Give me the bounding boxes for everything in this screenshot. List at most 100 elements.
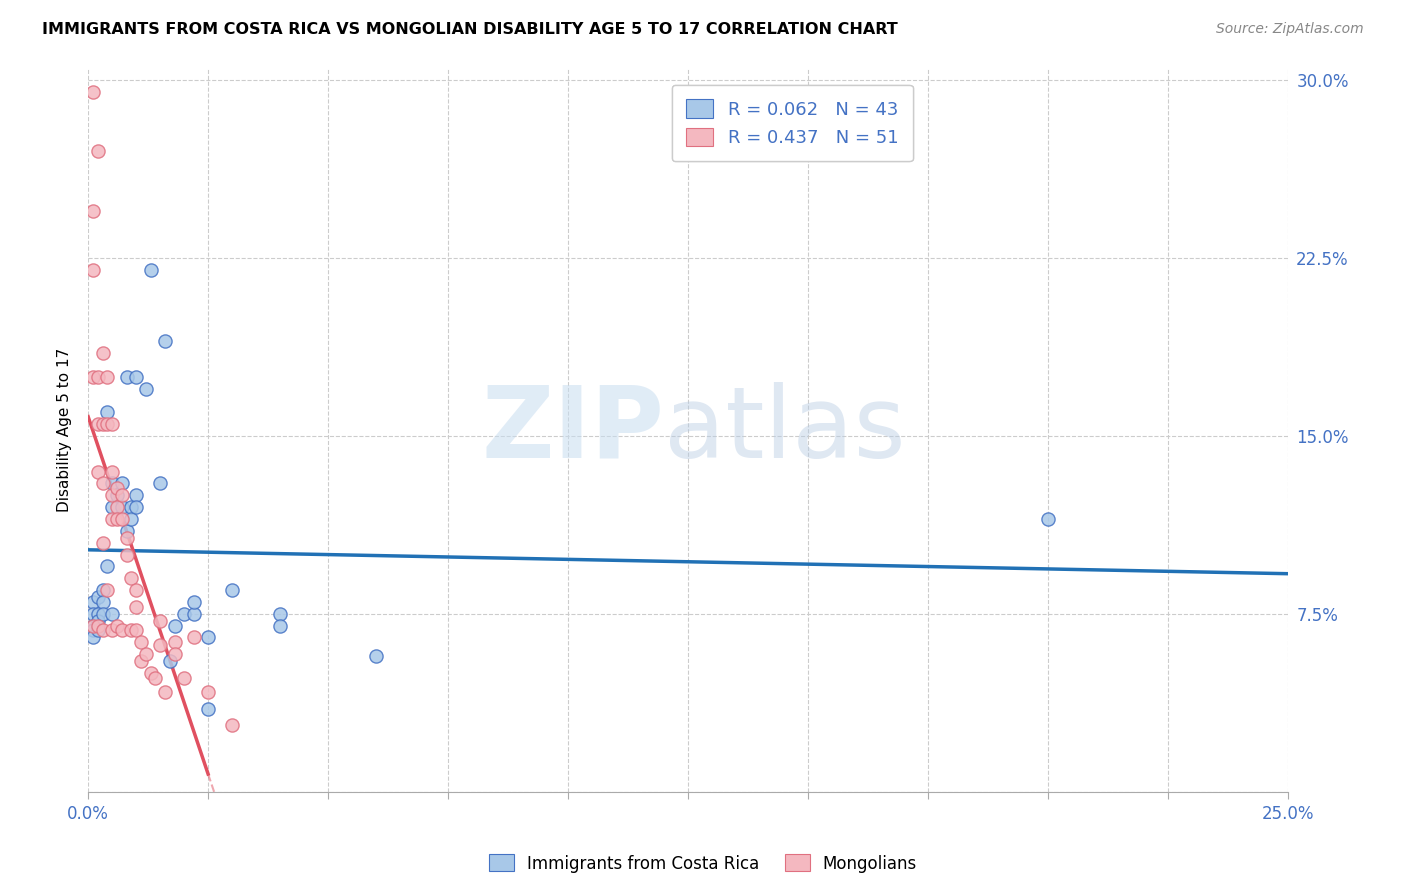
Point	[87, 624, 110, 638]
Point	[111, 488, 134, 502]
Point	[115, 548, 138, 562]
Point	[129, 654, 152, 668]
Point	[111, 500, 134, 515]
Point	[82, 624, 104, 638]
Point	[125, 369, 148, 384]
Point	[139, 263, 162, 277]
Point	[96, 405, 118, 419]
Point	[269, 607, 291, 621]
Point	[82, 595, 104, 609]
Point	[96, 417, 118, 431]
Point	[87, 145, 110, 159]
Text: Source: ZipAtlas.com: Source: ZipAtlas.com	[1216, 22, 1364, 37]
Point	[101, 417, 124, 431]
Point	[120, 571, 142, 585]
Point	[115, 369, 138, 384]
Point	[364, 649, 387, 664]
Point	[111, 624, 134, 638]
Text: ZIP: ZIP	[481, 382, 664, 478]
Point	[149, 476, 172, 491]
Point	[269, 618, 291, 632]
Point	[153, 685, 176, 699]
Point	[163, 618, 186, 632]
Point	[82, 85, 104, 99]
Point	[173, 607, 195, 621]
Point	[105, 488, 128, 502]
Point	[105, 481, 128, 495]
Point	[96, 559, 118, 574]
Point	[91, 624, 114, 638]
Point	[91, 346, 114, 360]
Point	[125, 488, 148, 502]
Point	[91, 595, 114, 609]
Point	[221, 583, 243, 598]
Point	[105, 512, 128, 526]
Point	[82, 618, 104, 632]
Y-axis label: Disability Age 5 to 17: Disability Age 5 to 17	[58, 348, 72, 512]
Point	[82, 607, 104, 621]
Point	[197, 685, 219, 699]
Point	[159, 654, 181, 668]
Point	[139, 666, 162, 681]
Point	[149, 638, 172, 652]
Point	[1036, 512, 1059, 526]
Point	[183, 631, 205, 645]
Point	[91, 583, 114, 598]
Point	[149, 614, 172, 628]
Point	[87, 590, 110, 604]
Point	[96, 369, 118, 384]
Point	[153, 334, 176, 348]
Point	[87, 614, 110, 628]
Point	[125, 624, 148, 638]
Point	[125, 599, 148, 614]
Point	[96, 583, 118, 598]
Point	[105, 618, 128, 632]
Point	[221, 718, 243, 732]
Legend: Immigrants from Costa Rica, Mongolians: Immigrants from Costa Rica, Mongolians	[482, 847, 924, 880]
Point	[163, 635, 186, 649]
Point	[87, 417, 110, 431]
Point	[87, 465, 110, 479]
Point	[115, 531, 138, 545]
Point	[82, 203, 104, 218]
Point	[87, 618, 110, 632]
Point	[197, 631, 219, 645]
Point	[101, 624, 124, 638]
Point	[143, 671, 166, 685]
Point	[82, 631, 104, 645]
Point	[115, 524, 138, 538]
Point	[91, 607, 114, 621]
Point	[82, 263, 104, 277]
Point	[197, 701, 219, 715]
Point	[125, 500, 148, 515]
Legend: R = 0.062   N = 43, R = 0.437   N = 51: R = 0.062 N = 43, R = 0.437 N = 51	[672, 85, 912, 161]
Point	[135, 382, 157, 396]
Point	[105, 500, 128, 515]
Point	[87, 607, 110, 621]
Point	[183, 595, 205, 609]
Point	[101, 476, 124, 491]
Point	[120, 512, 142, 526]
Point	[183, 607, 205, 621]
Point	[101, 465, 124, 479]
Point	[125, 583, 148, 598]
Point	[135, 647, 157, 661]
Point	[91, 476, 114, 491]
Point	[101, 512, 124, 526]
Text: IMMIGRANTS FROM COSTA RICA VS MONGOLIAN DISABILITY AGE 5 TO 17 CORRELATION CHART: IMMIGRANTS FROM COSTA RICA VS MONGOLIAN …	[42, 22, 898, 37]
Point	[173, 671, 195, 685]
Point	[120, 624, 142, 638]
Point	[111, 512, 134, 526]
Point	[163, 647, 186, 661]
Point	[101, 500, 124, 515]
Point	[101, 607, 124, 621]
Point	[91, 417, 114, 431]
Point	[101, 488, 124, 502]
Point	[120, 500, 142, 515]
Point	[87, 369, 110, 384]
Text: atlas: atlas	[664, 382, 905, 478]
Point	[129, 635, 152, 649]
Point	[91, 535, 114, 549]
Point	[82, 369, 104, 384]
Point	[82, 618, 104, 632]
